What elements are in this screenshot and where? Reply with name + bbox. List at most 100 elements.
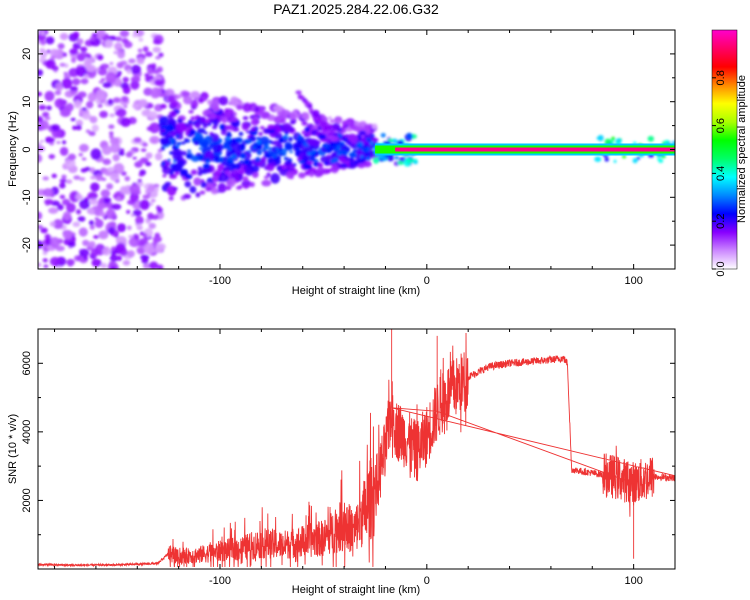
- heatmap-cell: [315, 159, 319, 162]
- heatmap-cell: [270, 162, 275, 166]
- heatmap-cell: [349, 134, 359, 144]
- heatmap-cell: [229, 96, 239, 107]
- heatmap-cell: [219, 156, 225, 161]
- heatmap-cell: [137, 48, 143, 53]
- heatmap-cell: [116, 61, 124, 69]
- heatmap-cell: [107, 226, 116, 235]
- heatmap-cell: [109, 113, 115, 118]
- heatmap-cell: [345, 147, 351, 152]
- heatmap-cell: [371, 137, 379, 143]
- heatmap-cell: [51, 173, 57, 179]
- heatmap-cell: [252, 146, 257, 150]
- heatmap-cell: [118, 151, 125, 156]
- heatmap-cell: [344, 137, 349, 141]
- heatmap-cell: [161, 93, 167, 98]
- heatmap-cell: [352, 125, 360, 132]
- heatmap-cell: [158, 52, 164, 58]
- heatmap-cell: [154, 152, 163, 161]
- spectrogram-y-tick-label: 0: [21, 146, 33, 152]
- heatmap-cell: [104, 39, 114, 49]
- heatmap-cell: [49, 237, 60, 248]
- heatmap-cell: [190, 169, 198, 176]
- heatmap-cell: [49, 256, 61, 267]
- heatmap-cell: [406, 132, 413, 140]
- heatmap-cell: [83, 255, 88, 260]
- snr-x-tick-label: 0: [424, 575, 430, 587]
- colorbar-ticks: 0.0 0.2 0.4 0.6 0.8: [712, 70, 727, 277]
- heatmap-cell: [336, 152, 341, 156]
- heatmap-cell: [359, 155, 364, 159]
- heatmap-cell: [55, 245, 65, 252]
- colorbar-tick-label: 0.4: [715, 166, 727, 181]
- heatmap-cell: [306, 152, 312, 156]
- heatmap-cell: [38, 262, 42, 268]
- heatmap-cell: [288, 158, 293, 163]
- heatmap-cell: [77, 91, 87, 98]
- heatmap-cell: [190, 99, 199, 109]
- spectrogram-y-tick-label: 10: [21, 96, 33, 108]
- heatmap-cell: [604, 157, 609, 162]
- heatmap-cell: [126, 184, 131, 190]
- heatmap-cell: [97, 103, 103, 108]
- heatmap-cell: [38, 211, 43, 220]
- heatmap-cell: [49, 155, 54, 160]
- heatmap-cell: [114, 110, 124, 117]
- heatmap-cell: [242, 102, 252, 113]
- heatmap-cell: [251, 170, 259, 179]
- heatmap-cell: [181, 141, 186, 145]
- heatmap-cell: [40, 227, 48, 234]
- heatmap-cell: [115, 36, 122, 42]
- heatmap-cell: [261, 156, 267, 163]
- heatmap-cell: [49, 48, 60, 57]
- heatmap-cell: [70, 117, 76, 122]
- heatmap-cell: [38, 33, 47, 42]
- heatmap-cell: [117, 50, 126, 59]
- heatmap-cell: [319, 120, 328, 128]
- heatmap-cell: [76, 65, 82, 70]
- heatmap-cell: [306, 160, 313, 166]
- heatmap-cell: [274, 116, 283, 123]
- heatmap-cell: [199, 190, 206, 195]
- heatmap-cell: [323, 125, 331, 132]
- heatmap-cell: [205, 186, 212, 192]
- heatmap-cell: [89, 115, 98, 124]
- heatmap-cell: [142, 257, 148, 261]
- heatmap-cell: [182, 91, 191, 97]
- heatmap-cell: [152, 46, 161, 53]
- heatmap-cell: [179, 150, 187, 156]
- heatmap-cell: [263, 151, 268, 154]
- heatmap-cell: [300, 118, 305, 122]
- heatmap-cell: [244, 159, 250, 165]
- heatmap-cell: [100, 189, 111, 198]
- heatmap-cell: [268, 140, 273, 144]
- heatmap-cell: [258, 145, 263, 150]
- heatmap-cell: [186, 149, 192, 153]
- heatmap-cell: [239, 159, 244, 163]
- heatmap-cell: [394, 156, 400, 160]
- heatmap-cell: [295, 90, 302, 95]
- heatmap-cell: [276, 166, 282, 170]
- heatmap-cell: [80, 78, 89, 85]
- heatmap-cell: [208, 113, 217, 120]
- heatmap-cell: [39, 139, 45, 143]
- heatmap-cell: [349, 161, 354, 166]
- heatmap-cell: [304, 145, 314, 155]
- heatmap-cell: [330, 135, 339, 142]
- heatmap-cell: [297, 134, 303, 140]
- heatmap-cell: [212, 175, 219, 183]
- heatmap-cell: [324, 161, 329, 166]
- heatmap-cell: [109, 62, 114, 65]
- heatmap-cell: [139, 199, 150, 211]
- heatmap-cell: [90, 182, 100, 192]
- heatmap-cell: [113, 51, 118, 55]
- snr-y-tick-label: 2000: [21, 488, 33, 512]
- heatmap-cell: [66, 258, 75, 266]
- heatmap-cell: [207, 122, 212, 126]
- heatmap-cell: [250, 130, 258, 136]
- heatmap-cell: [190, 116, 196, 121]
- heatmap-cell: [138, 173, 144, 177]
- heatmap-cell: [61, 78, 73, 89]
- heatmap-cell: [337, 121, 342, 124]
- heatmap-cell: [143, 242, 155, 255]
- heatmap-cell: [100, 262, 108, 269]
